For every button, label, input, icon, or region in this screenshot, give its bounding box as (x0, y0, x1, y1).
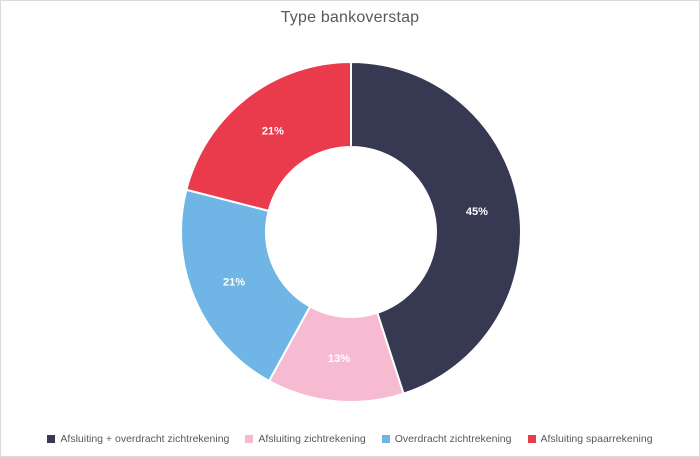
legend-label: Overdracht zichtrekening (394, 433, 512, 445)
legend-swatch (47, 435, 56, 443)
legend-item-1: Afsluiting + overdracht zichtrekening (47, 433, 229, 445)
legend-label: Afsluiting spaarrekening (540, 433, 653, 445)
legend-swatch (381, 435, 390, 443)
slice-data-label: 21% (223, 277, 245, 289)
legend-label: Afsluiting + overdracht zichtrekening (60, 433, 230, 445)
legend-item-4: Afsluiting spaarrekening (527, 433, 653, 445)
donut-slice-4 (185, 61, 352, 212)
chart-title: Type bankoverstap (280, 9, 420, 26)
legend-swatch (527, 435, 536, 443)
slice-data-label: 13% (328, 353, 350, 365)
slice-data-label: 21% (262, 125, 284, 137)
legend-swatch (245, 435, 254, 443)
legend-label: Afsluiting zichtrekening (258, 433, 366, 445)
legend-item-2: Afsluiting zichtrekening (245, 433, 366, 445)
donut-slice-1 (350, 61, 522, 395)
donut-slice-3 (179, 188, 312, 382)
legend-item-3: Overdracht zichtrekening (381, 433, 512, 445)
slice-data-label: 45% (466, 206, 488, 218)
chart-legend: Afsluiting + overdracht zichtrekening Afs… (1, 433, 699, 445)
